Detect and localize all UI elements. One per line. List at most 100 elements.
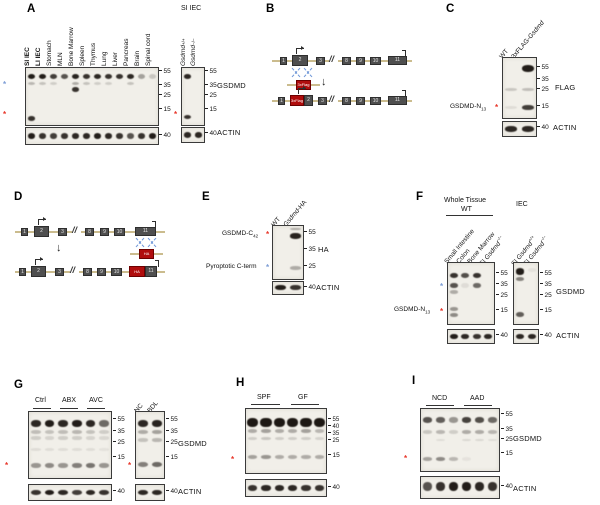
asterisk-marker: * (440, 307, 444, 316)
gsdmd-blot-tissues (25, 67, 159, 126)
protein-band (194, 132, 203, 138)
tss-arrow-icon (38, 216, 46, 225)
protein-band (93, 81, 102, 86)
protein-band (247, 417, 259, 427)
tag-box: HA (139, 249, 154, 259)
protein-band (487, 482, 498, 492)
group-label: AAD (470, 395, 485, 402)
group-label: SPF (257, 394, 271, 401)
actin-blot (272, 281, 304, 295)
protein-band (38, 133, 47, 140)
group-label: Whole Tissue (444, 197, 487, 204)
mw-marker: 55 (328, 417, 340, 423)
protein-band (474, 438, 485, 442)
protein-band (484, 333, 493, 340)
crossover-x-icon (303, 67, 313, 78)
actin-blot (447, 329, 495, 344)
mw-marker: 55 (113, 416, 125, 424)
protein-band (247, 429, 258, 434)
mw-marker: 55 (540, 270, 552, 278)
gsdmd-n13-label: GSDMD-N13 (450, 103, 487, 112)
protein-band (85, 436, 96, 440)
mw-marker: 25 (304, 263, 316, 271)
gsdmd-blot-bdl (135, 411, 165, 479)
exon-box: 8 (83, 268, 92, 276)
protein-band (301, 455, 311, 459)
group-label: ABX (62, 397, 77, 404)
exon-box: 3 (318, 97, 327, 105)
gsdmd-label: GSDMD (513, 434, 542, 443)
lane-label: Bone Marrow (68, 27, 75, 66)
break-mark: // (72, 225, 78, 235)
gsdmd-blot-abx (28, 411, 112, 479)
protein-band (93, 133, 102, 140)
exon-box: 9 (356, 57, 365, 65)
protein-band (314, 437, 325, 441)
protein-band (472, 272, 481, 279)
exon-box: 8 (342, 97, 351, 105)
protein-band (449, 313, 458, 318)
mw-marker: 15 (496, 307, 508, 315)
protein-band (301, 437, 311, 441)
mw-marker: 40 (159, 132, 171, 140)
mw-marker: 15 (328, 452, 340, 460)
protein-band (449, 306, 458, 311)
protein-band (260, 417, 272, 427)
actin-blot (502, 121, 537, 137)
mw-marker: 35 (537, 76, 549, 84)
group-label: GF (298, 394, 308, 401)
protein-band (27, 81, 36, 86)
protein-band (126, 73, 135, 80)
mw-marker: 40 (501, 483, 513, 491)
exon-box: 10 (370, 97, 381, 105)
protein-band (49, 81, 58, 86)
protein-band (71, 81, 80, 86)
protein-band (44, 463, 55, 469)
protein-band (148, 73, 157, 80)
mw-marker: 25 (113, 439, 125, 447)
protein-band (137, 489, 149, 495)
crossover-x-icon (291, 67, 301, 78)
protein-band (521, 65, 534, 72)
protein-band (487, 438, 498, 442)
protein-band (44, 448, 55, 451)
protein-band (461, 457, 472, 462)
protein-band (30, 429, 41, 434)
protein-band (435, 482, 446, 492)
mw-marker: 35 (304, 246, 316, 254)
protein-band (99, 429, 110, 434)
exon-box: 10 (111, 268, 122, 276)
exon-box: 3 (58, 228, 67, 236)
mw-marker: 40 (328, 424, 340, 430)
protein-band (30, 436, 41, 440)
exon-box: 9 (356, 97, 365, 105)
asterisk-marker: * (266, 230, 270, 239)
protein-band (58, 429, 69, 434)
mw-marker: 35 (501, 426, 513, 434)
protein-band (449, 333, 458, 340)
protein-band (104, 73, 113, 80)
stop-tick-icon (402, 50, 406, 57)
protein-band (126, 133, 135, 140)
protein-band (435, 430, 446, 434)
asterisk-marker: * (404, 454, 408, 463)
protein-band (71, 448, 82, 451)
tag-box: 3xFlag (290, 95, 304, 106)
protein-band (71, 419, 82, 427)
mw-marker: 40 (304, 284, 316, 292)
mw-marker: 40 (328, 484, 340, 492)
group-underline (33, 408, 51, 409)
protein-band (27, 116, 36, 121)
exon-box: 8 (85, 228, 94, 236)
protein-band (461, 283, 470, 288)
break-mark: // (70, 265, 76, 275)
lane-label: MLN (57, 52, 64, 66)
group-label: IEC (516, 201, 528, 208)
mw-marker: 25 (501, 436, 513, 444)
protein-band (527, 333, 537, 340)
asterisk-marker: * (440, 282, 444, 291)
protein-band (58, 419, 69, 427)
protein-band (30, 489, 41, 495)
stop-tick-icon (152, 221, 156, 228)
asterisk-marker: * (3, 110, 7, 119)
